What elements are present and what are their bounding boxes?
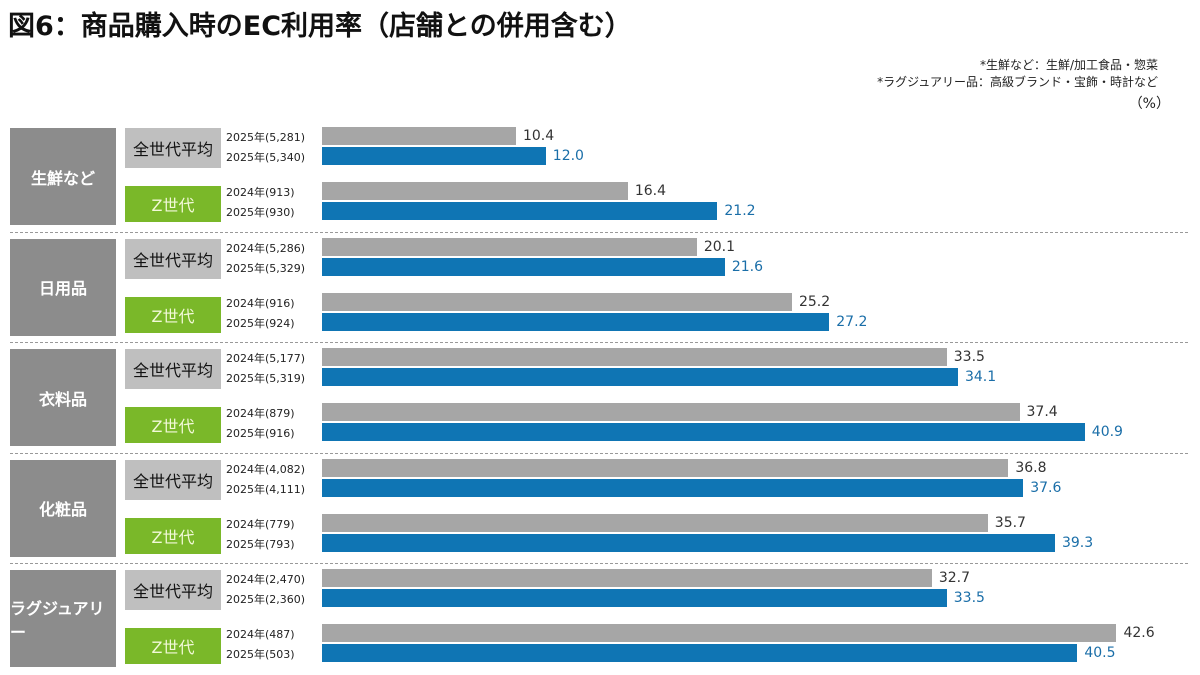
row-label: 2024年(879) xyxy=(226,407,295,420)
row-label: 2025年(5,329) xyxy=(226,261,306,275)
subgroup-label-all: 全世代平均 xyxy=(125,349,221,389)
subgroup-label-genz: Z世代 xyxy=(125,296,221,333)
bar-prev xyxy=(322,348,947,366)
group-separator xyxy=(10,342,1188,343)
bar-prev xyxy=(322,292,792,311)
value-label: 33.5 xyxy=(953,349,985,365)
value-label: 25.2 xyxy=(798,293,831,310)
category-label: 生鮮など xyxy=(10,128,116,225)
value-label: 34.1 xyxy=(964,369,997,385)
value-label: 32.7 xyxy=(938,570,971,586)
subgroup-label-genz: Z世代 xyxy=(125,407,221,443)
value-label: 39.3 xyxy=(1061,534,1094,551)
row-label: 2024年(487) xyxy=(226,628,295,641)
category-label: 化粧品 xyxy=(10,459,116,557)
bar-prev xyxy=(322,624,1117,642)
row-label: 2025年(924) xyxy=(226,316,295,330)
bar-curr xyxy=(322,368,958,386)
value-label: 33.5 xyxy=(953,590,985,606)
value-label: 35.7 xyxy=(994,514,1026,531)
row-label: 2024年(779) xyxy=(226,517,295,531)
bar-prev xyxy=(322,182,628,200)
group-separator xyxy=(10,231,1188,233)
value-label: 40.9 xyxy=(1091,424,1123,440)
value-label: 27.2 xyxy=(836,313,868,330)
row-label: 2024年(5,177) xyxy=(226,352,306,365)
note-luxury: *ラグジュアリー品：高級ブランド・宝飾・時計など xyxy=(877,75,1158,89)
bar-prev xyxy=(322,513,988,532)
category-label: ラグジュアリー xyxy=(10,570,116,667)
bar-prev xyxy=(322,458,1009,477)
row-label: 2025年(2,360) xyxy=(226,593,306,606)
row-label: 2024年(2,470) xyxy=(226,573,306,586)
row-label: 2025年(5,281) xyxy=(226,131,306,144)
row-label: 2024年(5,286) xyxy=(226,241,306,255)
bar-curr xyxy=(322,644,1078,662)
bar-curr xyxy=(322,202,718,220)
row-label: 2025年(5,319) xyxy=(226,372,306,385)
group-separator xyxy=(10,452,1188,454)
bar-curr xyxy=(322,533,1055,552)
subgroup-label-all: 全世代平均 xyxy=(125,238,221,279)
bar-prev xyxy=(322,403,1020,421)
row-label: 2025年(503) xyxy=(226,648,295,661)
row-label: 2025年(916) xyxy=(226,427,295,440)
value-label: 16.4 xyxy=(634,183,667,199)
bar-prev xyxy=(322,569,932,587)
group-separator xyxy=(10,563,1188,564)
value-label: 12.0 xyxy=(552,148,584,164)
bar-curr xyxy=(322,312,830,331)
note-fresh: *生鮮など：生鮮/加工食品・惣菜 xyxy=(979,58,1158,72)
subgroup-label-genz: Z世代 xyxy=(125,628,221,664)
subgroup-label-genz: Z世代 xyxy=(125,186,221,222)
bar-curr xyxy=(322,589,947,607)
subgroup-label-all: 全世代平均 xyxy=(125,459,221,500)
value-label: 37.4 xyxy=(1026,404,1058,420)
subgroup-label-all: 全世代平均 xyxy=(125,128,221,168)
value-label: 37.6 xyxy=(1030,479,1062,496)
value-label: 20.1 xyxy=(703,238,736,255)
subgroup-label-all: 全世代平均 xyxy=(125,570,221,610)
bar-curr xyxy=(322,423,1085,441)
row-label: 2024年(4,082) xyxy=(226,462,306,476)
value-label: 42.6 xyxy=(1123,625,1155,641)
row-label: 2025年(4,111) xyxy=(226,482,306,496)
bar-prev xyxy=(322,237,697,256)
chart-title: 図6：商品購入時のEC利用率（店舗との併用含む） xyxy=(8,11,632,42)
row-label: 2024年(916) xyxy=(226,296,295,310)
value-label: 21.2 xyxy=(724,203,756,219)
value-label: 36.8 xyxy=(1015,459,1047,476)
value-label: 10.4 xyxy=(522,128,555,144)
row-label: 2025年(5,340) xyxy=(226,151,306,164)
row-label: 2025年(930) xyxy=(226,206,295,219)
category-label: 衣料品 xyxy=(10,349,116,446)
row-label: 2025年(793) xyxy=(226,537,295,551)
value-label: 40.5 xyxy=(1084,645,1116,661)
bar-prev xyxy=(322,127,516,145)
bar-curr xyxy=(322,478,1024,497)
subgroup-label-genz: Z世代 xyxy=(125,517,221,554)
row-label: 2024年(913) xyxy=(226,186,295,199)
unit-label: （%） xyxy=(1128,96,1170,112)
value-label: 21.6 xyxy=(731,258,763,275)
bar-curr xyxy=(322,257,725,276)
bar-curr xyxy=(322,147,546,165)
category-label: 日用品 xyxy=(10,238,116,336)
